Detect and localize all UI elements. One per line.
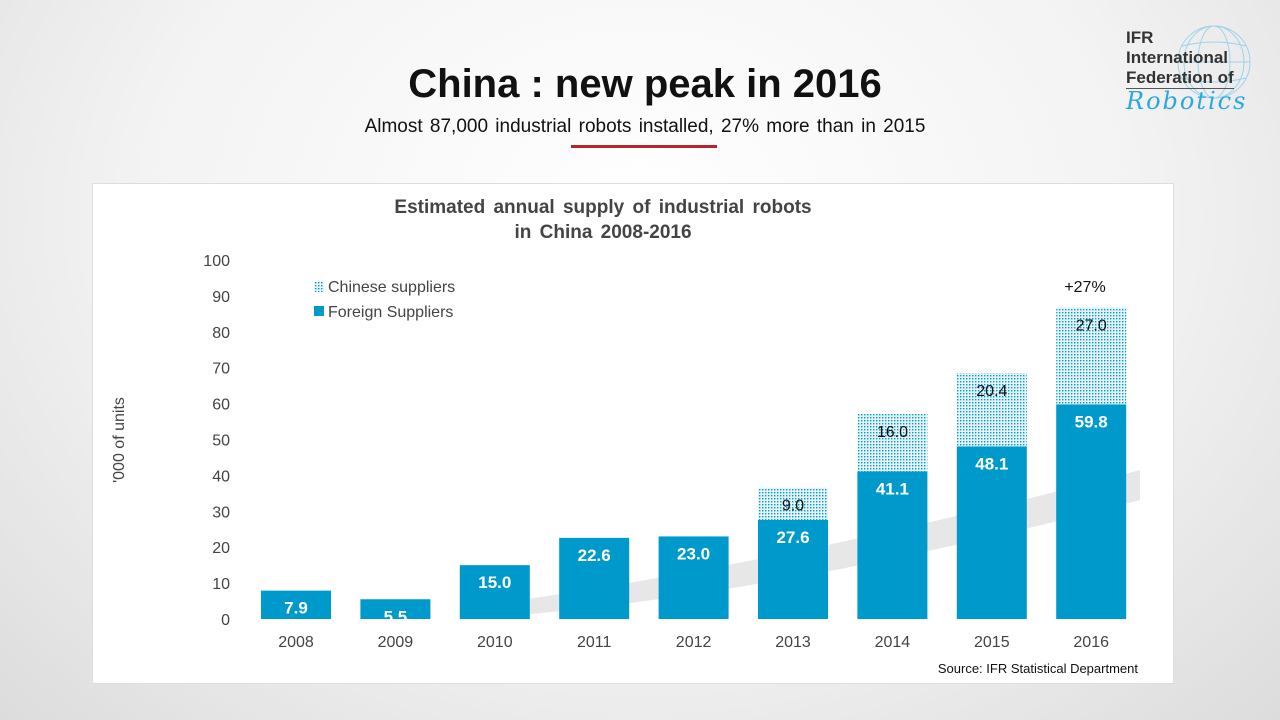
data-label-foreign: 27.6	[776, 528, 809, 547]
x-tick-label: 2013	[775, 634, 811, 651]
bar-foreign-2012	[658, 536, 729, 619]
data-label-foreign: 41.1	[876, 479, 909, 498]
bar-chinese-2015	[956, 373, 1027, 447]
y-tick-label: 70	[212, 361, 230, 378]
data-label-foreign: 22.6	[578, 546, 611, 565]
logo-text: International	[1126, 48, 1229, 67]
bar-chinese-2013	[758, 487, 828, 520]
legend-label-foreign: Foreign Suppliers	[328, 304, 453, 321]
bar-foreign-2009	[360, 599, 431, 619]
x-tick-label: 2014	[875, 634, 911, 651]
x-tick-label: 2012	[676, 634, 712, 651]
bar-foreign-2014	[857, 471, 928, 619]
bar-foreign-2010	[459, 565, 530, 619]
x-tick-label: 2009	[378, 634, 414, 651]
data-label-chinese: 20.4	[976, 383, 1007, 400]
data-label-chinese: 16.0	[877, 424, 908, 441]
chart-title-line2: in China 2008-2016	[514, 222, 691, 243]
y-axis-label: '000 of units	[111, 397, 128, 483]
logo-script: Robotics	[1126, 87, 1248, 115]
y-tick-label: 90	[212, 289, 230, 306]
page-subtitle: Almost 87,000 industrial robots installe…	[364, 116, 926, 137]
bar-chinese-2014	[857, 414, 928, 472]
x-tick-label: 2016	[1073, 634, 1109, 651]
logo-text: Federation of	[1126, 68, 1234, 89]
bar-chinese-2016	[1056, 307, 1127, 405]
y-tick-label: 50	[212, 433, 230, 450]
source-note: Source: IFR Statistical Department	[938, 661, 1139, 676]
logo-text: IFR	[1126, 28, 1154, 47]
y-tick-label: 60	[212, 397, 230, 414]
bar-foreign-2008	[261, 590, 331, 619]
x-tick-label: 2011	[577, 634, 612, 651]
page-title: China : new peak in 2016	[408, 62, 882, 106]
globe-icon	[1177, 25, 1251, 99]
data-label-foreign: 59.8	[1075, 412, 1108, 431]
legend-swatch-foreign	[314, 306, 324, 316]
data-label-foreign: 23.0	[677, 544, 710, 563]
chart-title-line1: Estimated annual supply of industrial ro…	[394, 197, 811, 218]
data-label-chinese: 27.0	[1076, 317, 1107, 334]
legend-swatch-chinese	[314, 282, 324, 292]
y-tick-label: 20	[212, 540, 230, 557]
bar-foreign-2013	[758, 519, 828, 619]
title-underline	[571, 145, 717, 148]
x-tick-label: 2015	[974, 634, 1010, 651]
y-tick-label: 10	[212, 576, 230, 593]
y-tick-label: 100	[203, 253, 230, 270]
data-label-foreign: 5.5	[384, 607, 408, 626]
ifr-logo: IFR International Federation of Robotics	[1126, 25, 1266, 123]
y-tick-label: 40	[212, 468, 230, 485]
y-tick-label: 30	[212, 504, 230, 521]
legend-label-chinese: Chinese suppliers	[328, 279, 455, 296]
y-tick-label: 0	[221, 612, 230, 629]
bar-foreign-2015	[956, 446, 1027, 619]
data-label-foreign: 15.0	[478, 573, 511, 592]
data-label-chinese: 9.0	[782, 498, 804, 515]
data-label-foreign: 48.1	[975, 454, 1008, 473]
growth-annotation: +27%	[1064, 279, 1105, 296]
data-label-foreign: 7.9	[284, 599, 308, 618]
bar-foreign-2016	[1056, 404, 1127, 619]
y-tick-label: 80	[212, 325, 230, 342]
x-tick-label: 2008	[278, 634, 314, 651]
bar-foreign-2011	[559, 537, 630, 619]
x-tick-label: 2010	[477, 634, 513, 651]
